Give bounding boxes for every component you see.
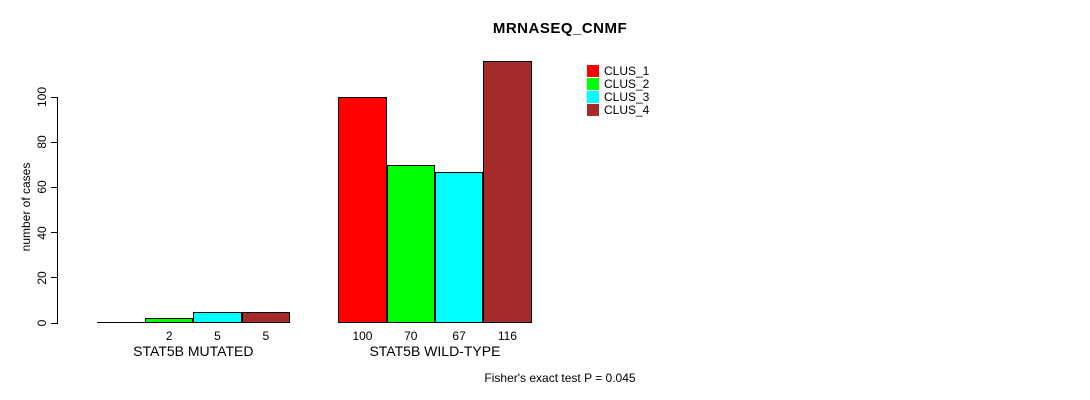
legend-swatch-icon (587, 104, 599, 117)
legend-swatch-icon (587, 65, 599, 77)
y-tick-label: 0 (35, 319, 49, 327)
y-tick-mark (51, 186, 58, 188)
y-tick-label: 60 (35, 180, 49, 195)
y-tick-label: 100 (35, 86, 49, 108)
y-tick-mark (51, 277, 58, 279)
group-label: STAT5B MUTATED (133, 343, 254, 359)
y-tick-label: 80 (35, 135, 49, 149)
bar-clus_1 (96, 322, 145, 323)
bar-value-label: 5 (262, 329, 270, 343)
y-axis-title: number of cases (19, 162, 33, 252)
bar-clus_2 (386, 164, 435, 323)
bar-clus_3 (434, 171, 484, 323)
y-tick-mark (51, 322, 58, 324)
legend-swatch-icon (587, 91, 599, 104)
legend-label: CLUS_2 (604, 77, 650, 92)
bar-clus_3 (193, 311, 242, 323)
group-label: STAT5B WILD-TYPE (369, 343, 501, 359)
y-axis-line (57, 97, 58, 323)
bar-value-label: 116 (497, 329, 517, 343)
bar-value-label: 5 (214, 329, 221, 343)
y-tick-label: 40 (35, 225, 49, 240)
y-tick-mark (51, 96, 58, 98)
legend-label: CLUS_3 (604, 90, 650, 105)
bar-value-label: 67 (452, 329, 466, 343)
bar-value-label: 70 (404, 329, 418, 343)
legend-swatch-icon (587, 78, 599, 91)
bar-clus_4 (241, 311, 290, 323)
y-tick-label: 20 (35, 271, 49, 285)
bar-clus_1 (338, 97, 387, 323)
chart-title: MRNASEQ_CNMF (492, 20, 628, 37)
y-tick-mark (51, 232, 58, 234)
legend-label: CLUS_4 (604, 103, 650, 118)
bar-clus_4 (483, 60, 532, 323)
statistical-annotation: Fisher's exact test P = 0.045 (484, 371, 636, 385)
legend-label: CLUS_1 (604, 64, 650, 78)
y-tick-mark (51, 141, 58, 143)
bar-value-label: 2 (165, 329, 173, 343)
bar-value-label: 100 (352, 329, 373, 343)
bar-clus_2 (145, 318, 194, 323)
